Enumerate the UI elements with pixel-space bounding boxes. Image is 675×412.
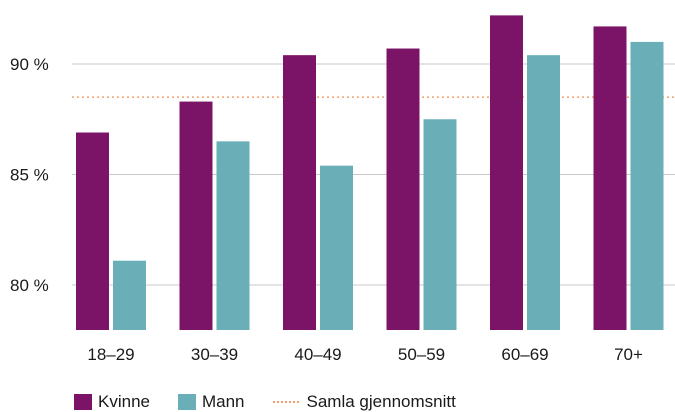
x-tick-label: 30–39 <box>191 345 238 364</box>
x-tick-labels: 18–29 30–39 40–49 50–59 60–69 70+ <box>87 345 643 364</box>
legend-item-average: Samla gjennomsnitt <box>272 392 456 412</box>
legend-dash-average <box>272 401 299 403</box>
bar-kvinne-0 <box>76 132 109 330</box>
legend-item-mann: Mann <box>177 392 245 412</box>
bar-kvinne-3 <box>386 48 420 330</box>
x-tick-label: 40–49 <box>294 345 341 364</box>
x-tick-label: 60–69 <box>501 345 548 364</box>
grid-lines <box>72 63 675 286</box>
bar-kvinne-4 <box>490 15 523 330</box>
x-tick-label: 50–59 <box>398 345 445 364</box>
bars <box>76 15 664 331</box>
y-tick-labels: 80 % 85 % 90 % <box>10 55 49 295</box>
bar-kvinne-5 <box>593 26 627 331</box>
bar-kvinne-2 <box>283 55 316 330</box>
legend: Kvinne Mann Samla gjennomsnitt <box>74 392 484 412</box>
bar-mann-2 <box>320 165 353 330</box>
bar-kvinne-1 <box>179 101 213 330</box>
bar-mann-3 <box>423 119 457 330</box>
bar-mann-0 <box>113 260 146 330</box>
x-tick-label: 18–29 <box>87 345 134 364</box>
legend-label-kvinne: Kvinne <box>98 392 150 411</box>
legend-swatch-kvinne <box>74 394 92 410</box>
bar-chart: 80 % 85 % 90 % 18–29 30–39 40–49 50–59 60–69 70… <box>10 15 675 364</box>
legend-label-mann: Mann <box>201 392 245 411</box>
bar-mann-4 <box>527 55 560 330</box>
y-tick-label: 90 % <box>10 55 49 74</box>
legend-swatch-mann <box>177 394 196 410</box>
y-tick-label: 85 % <box>10 166 49 185</box>
bar-mann-1 <box>216 141 250 330</box>
legend-item-kvinne: Kvinne <box>74 392 150 412</box>
y-tick-label: 80 % <box>10 276 49 295</box>
bar-mann-5 <box>630 41 664 331</box>
x-tick-label: 70+ <box>614 345 643 364</box>
legend-label-average: Samla gjennomsnitt <box>306 392 456 411</box>
